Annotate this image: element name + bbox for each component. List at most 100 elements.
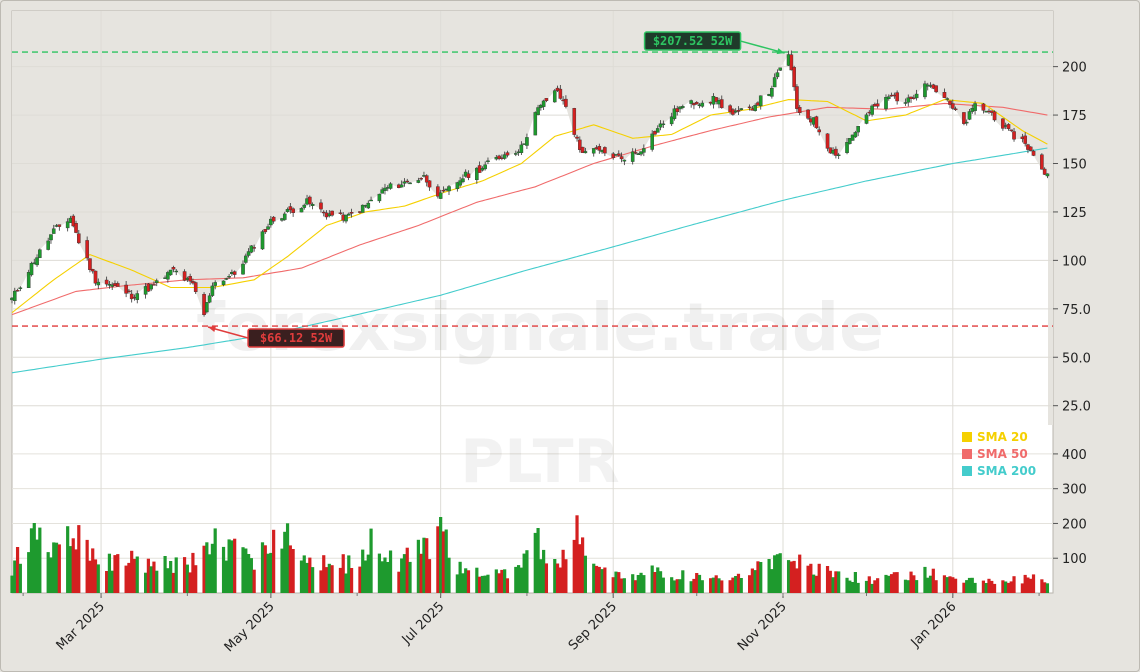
volume-bar (10, 575, 14, 593)
volume-bar (447, 557, 451, 593)
volume-bar (455, 574, 459, 593)
volume-bar (208, 554, 212, 593)
volume-bar (709, 578, 713, 593)
volume-bar (856, 582, 860, 593)
volume-bar (987, 578, 991, 593)
candle-body (603, 147, 607, 154)
candle-body (886, 96, 891, 99)
date-tick-label: Mar 2025 (54, 599, 108, 653)
candle-body (124, 284, 128, 294)
candle-body (26, 272, 31, 289)
candle-body (714, 97, 719, 102)
volume-bar (1004, 581, 1008, 593)
volume-bar (553, 559, 557, 593)
volume-bar (895, 572, 899, 593)
volume-bar (633, 580, 638, 593)
candle-body (658, 123, 663, 128)
volume-bar (458, 561, 462, 593)
candle-body (302, 204, 307, 208)
candle-body (188, 276, 192, 282)
candle-body (447, 186, 451, 192)
candle-body (424, 175, 429, 183)
candle-body (174, 270, 179, 273)
volume-bar (525, 550, 529, 593)
volume-bar (750, 568, 754, 593)
candle-body (210, 285, 215, 296)
volume-bar (639, 572, 643, 593)
candle-body (18, 287, 23, 289)
candle-body (244, 255, 248, 263)
volume-bar (934, 580, 938, 593)
volume-bar (480, 575, 484, 593)
candle-body (533, 112, 538, 136)
candle-body (402, 181, 407, 184)
candle-body (864, 114, 869, 124)
volume-bar (241, 547, 245, 593)
candle-body (260, 231, 265, 250)
candle-body (349, 211, 354, 214)
volume-bar (533, 532, 537, 593)
volume-bar (486, 574, 490, 593)
volume-tick-label: 300 (1062, 483, 1087, 498)
candle-body (154, 280, 159, 284)
candle-body (681, 106, 685, 108)
candle-body (753, 104, 757, 111)
volume-axis: 100 200 300 400 (1053, 448, 1087, 567)
candle-body (152, 284, 156, 286)
low-52w-label: $66.12 52W (260, 331, 333, 345)
volume-bar (210, 543, 215, 593)
volume-bar (361, 549, 365, 593)
volume-bar (127, 562, 131, 593)
volume-bar (233, 538, 237, 593)
volume-bar (319, 570, 323, 593)
volume-bar (575, 515, 579, 593)
volume-bar (670, 577, 674, 593)
candle-body (207, 295, 212, 303)
annotation-arrowhead (208, 326, 216, 332)
price-tick-label: 75.0 (1062, 303, 1091, 318)
volume-bar (700, 580, 704, 593)
volume-bar (714, 575, 718, 593)
volume-bar (439, 517, 443, 593)
volume-bar (185, 564, 189, 593)
volume-bar (870, 583, 874, 593)
candle-body (416, 180, 421, 183)
candle-body (263, 228, 268, 233)
volume-bar (400, 558, 404, 593)
volume-bar (903, 579, 908, 593)
volume-bar (592, 563, 596, 593)
candle-body (291, 208, 295, 213)
volume-bar (96, 564, 100, 593)
candle-body (377, 193, 382, 202)
volume-bar (792, 560, 796, 593)
volume-bar (425, 538, 429, 593)
volume-bar (536, 528, 540, 593)
volume-bar (461, 573, 465, 593)
candle-body (622, 159, 627, 162)
candle-body (486, 160, 490, 162)
volume-bar (542, 549, 546, 593)
candle-body (1006, 124, 1011, 129)
annotation-box (643, 31, 742, 51)
candle-body (213, 282, 217, 286)
candle-body (1023, 135, 1027, 144)
price-tick-label: 175 (1062, 109, 1087, 124)
candle-body (149, 284, 153, 290)
volume-bar (408, 561, 412, 593)
volume-bar (1020, 583, 1024, 593)
price-shaded-region (12, 11, 1053, 425)
volume-bar (942, 575, 947, 593)
volume-bar (93, 559, 98, 593)
volume-bar (915, 580, 919, 593)
volume-bar (642, 575, 646, 593)
candle-body (758, 95, 763, 107)
volume-bar (850, 582, 855, 593)
candle-body (552, 90, 557, 103)
volume-bar (388, 550, 393, 593)
legend-label: SMA 200 (977, 464, 1036, 478)
volume-bar (770, 569, 774, 593)
volume-bar (544, 563, 549, 593)
candlesticks (10, 50, 1050, 317)
candle-body (338, 212, 343, 214)
volume-bar (169, 561, 173, 593)
